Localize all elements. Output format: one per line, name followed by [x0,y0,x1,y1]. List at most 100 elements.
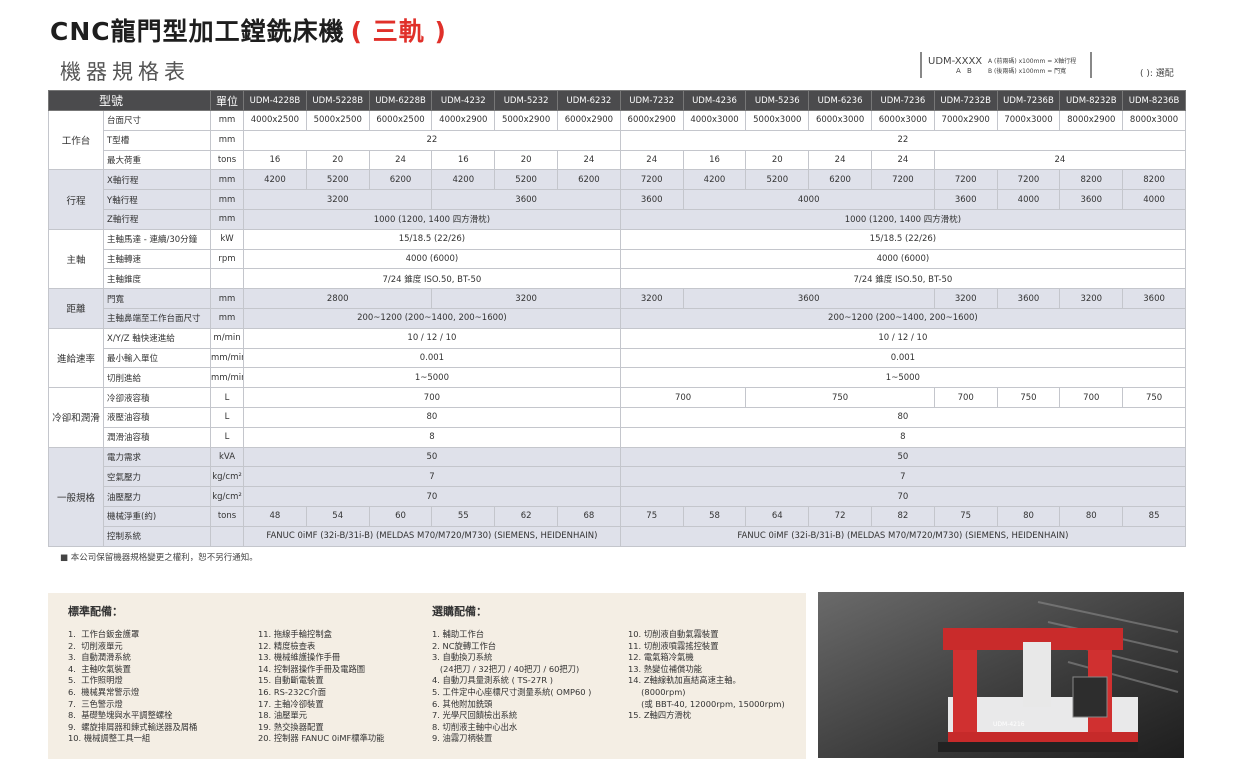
spec-value: 4000x2900 [431,110,496,131]
model-header: UDM-4236 [682,90,747,111]
model-header: UDM-4228B [243,90,307,111]
spec-item: 切削進給 [102,367,212,389]
panel-title: 標準配備： [68,605,123,618]
spec-table: 型號 單位 UDM-4228B UDM-5228B UDM-6228B UDM-4232 U… [47,90,1186,547]
spec-value: 10 / 12 / 10 [619,327,1186,349]
spec-value: 8 [619,426,1186,448]
spec-value: 5200 [305,169,370,191]
equipment-item: 5. 工件定中心座標尺寸測量系統( OMP60 ) [432,686,592,697]
spec-row: 行程 X軸行程 mm 4200 5200 6200 4200 5200 6200 7200 4200… [48,169,1186,230]
spec-value: 24 [619,149,684,171]
spec-value: 58 [682,505,747,527]
spec-row: 主軸鼻端至工作台面尺寸 mm 200~1200 (200~1400, 200~160… [49,307,1186,329]
spec-row: 機械淨重(約) tons 48 54 60 55 62 68 75 58 64 72 82 75 80 80 8… [49,505,1186,527]
spec-unit: tons [210,505,245,527]
spec-value: 5200 [494,169,558,191]
spec-value: 80 [996,505,1061,527]
equipment-item: (24把刀 / 32把刀 / 40把刀 / 60把刀) [432,663,580,674]
spec-row: 液壓油容積 L 80 80 [49,406,1186,428]
spec-value: FANUC 0iMF (32i-B/31i-B) (MELDAS M70/M72… [243,525,621,547]
spec-value: FANUC 0iMF (32i-B/31i-B) (MELDAS M70/M72… [619,525,1186,547]
spec-value: 80 [619,406,1186,428]
machine-label: UDM-4216 [993,721,1025,728]
spec-row: 最小輸入單位 mm/min 0.001 0.001 [49,347,1186,369]
equipment-column: 1. 輔助工作台 2. NC旋轉工作台 3. 自動換刀系統 (24把刀 / 32把刀… [432,629,591,745]
header-cell: 型號 [47,90,212,111]
spec-row: T型槽 mm 22 22 [49,129,1186,151]
spec-value: 10 / 12 / 10 [243,327,621,349]
spec-value: 6000x3000 [870,110,935,131]
equipment-item: 5. 工作照明燈 [68,675,123,686]
spec-value: 68 [557,505,621,527]
spec-value: 700 [1059,387,1124,408]
spec-value: 8 [243,426,621,448]
spec-row: 最大荷重 tons 16 20 24 16 20 24 24 16 20 24 24 24 [49,149,1186,171]
spec-value: 6000x2500 [368,110,433,131]
spec-value: 4000 (6000) [243,248,621,270]
spec-value: 16 [431,149,496,171]
spec-value: 62 [494,505,558,527]
spec-value: 24 [933,149,1186,171]
spec-value: 200~1200 (200~1400, 200~1600) [619,307,1186,329]
spec-value: 7 [243,466,621,488]
spec-value: 5000x3000 [745,110,810,131]
model-header: UDM-8236B [1122,90,1186,111]
spec-item: 台面尺寸 [102,110,212,131]
spec-unit: mm [210,129,245,151]
spec-value: 6200 [808,169,872,191]
subtitle: 機器規格表 [60,60,190,84]
spec-value: 2800 [243,288,433,309]
equipment-item: 8. 切削液主軸中心出水 [432,721,518,732]
spec-value: 4000x2500 [243,110,307,131]
equipment-item: (8000rpm) [628,686,686,697]
equipment-item: 20. 控制器 FANUC 0iMF標準功能 [258,733,385,744]
equipment-item: 14. 控制器操作手冊及電路圖 [258,663,366,674]
header-row: 型號 單位 UDM-4228B UDM-5228B UDM-6228B UDM-4232 U… [47,90,1186,111]
spec-value: 75 [619,505,684,527]
header-cell: 單位 [210,90,245,111]
spec-value: 70 [243,486,621,507]
spec-row: 距離 門寬 mm 2800 3200 3200 3600 3200 3600 3200 3600 [48,288,1186,329]
spec-value: 700 [933,387,998,408]
spec-value: 24 [557,149,621,171]
spec-unit: kg/cm² [210,486,245,507]
equipment-item: 12. 精度檢查表 [258,640,316,651]
spec-value: 4200 [243,169,307,191]
model-header: UDM-5232 [494,90,558,111]
machine-photo: UDM-4216 [818,592,1184,758]
spec-value: 20 [305,149,370,171]
spec-value: 3200 [1059,288,1124,309]
spec-unit: mm [210,307,245,329]
spec-row: 油壓壓力 kg/cm² 70 70 [49,486,1186,507]
equipment-item: 1. 輔助工作台 [432,629,485,639]
spec-row: 潤滑油容積 L 8 8 [49,426,1186,448]
model-header: UDM-6236 [808,90,872,111]
spec-value: 4000 [682,189,935,210]
control-panel [1072,676,1108,718]
spec-item: 主軸馬達 - 連續/30分鐘 [102,228,212,250]
spec-value: 72 [808,505,872,527]
spec-value: 24 [368,149,433,171]
equipment-item: 2. NC旋轉工作台 [432,640,497,651]
spec-row: 主軸 主軸馬達 - 連續/30分鐘 kW 15/18.5 (22/26) 15/18.5… [48,228,1186,290]
group-label: 冷卻和潤滑 [48,387,104,448]
equipment-column: 10. 切削液自動氣霧裝置 11. 切削液噴霧搖控裝置 12. 電氣箱冷氣機 13. … [628,629,785,722]
equipment-item: 6. 其他附加銑頭 [432,698,493,709]
spec-value: 6000x2900 [619,110,684,131]
spec-value: 5200 [745,169,810,191]
spec-value: 7/24 錐度 ISO.50, BT-50 [619,268,1186,290]
spec-value: 3600 [933,189,998,210]
spec-value: 70 [619,486,1186,507]
spec-value: 7200 [996,169,1061,191]
spec-value: 48 [243,505,307,527]
group-label: 距離 [48,288,104,329]
spec-value: 750 [1122,387,1186,408]
spec-item: X/Y/Z 軸快速進給 [102,327,212,349]
model-header: UDM-4232 [431,90,496,111]
spec-value: 4000x3000 [682,110,747,131]
spec-value: 22 [619,129,1186,151]
model-header: UDM-5228B [305,90,370,111]
spec-item: 空氣壓力 [102,466,212,488]
spec-value: 3200 [431,288,621,309]
